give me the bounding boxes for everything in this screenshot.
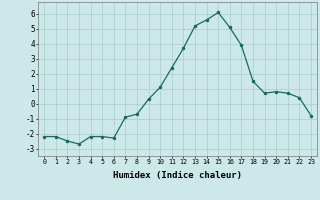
X-axis label: Humidex (Indice chaleur): Humidex (Indice chaleur) [113, 171, 242, 180]
